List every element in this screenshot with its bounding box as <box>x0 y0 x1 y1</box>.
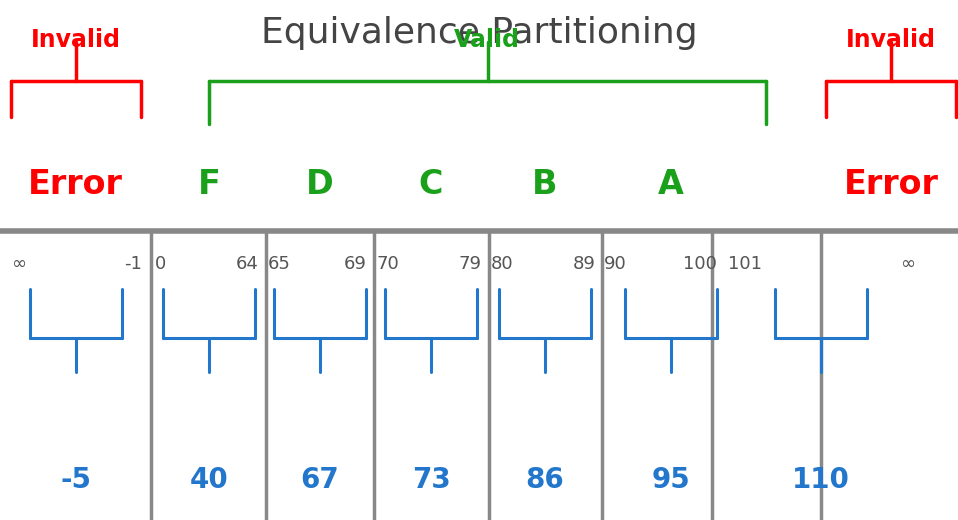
Text: 67: 67 <box>301 466 339 494</box>
Text: 90: 90 <box>604 255 627 273</box>
Text: -1: -1 <box>124 255 142 273</box>
Text: 110: 110 <box>792 466 850 494</box>
Text: 70: 70 <box>376 255 399 273</box>
Text: F: F <box>197 168 220 201</box>
Text: ∞: ∞ <box>900 255 915 273</box>
Text: D: D <box>307 168 333 201</box>
Text: 0: 0 <box>155 255 167 273</box>
Text: -5: -5 <box>60 466 91 494</box>
Text: B: B <box>533 168 558 201</box>
Text: 40: 40 <box>190 466 228 494</box>
Text: Invalid: Invalid <box>31 28 121 52</box>
Text: ∞: ∞ <box>11 255 27 273</box>
Text: 89: 89 <box>573 255 596 273</box>
Text: 69: 69 <box>344 255 367 273</box>
Text: 101: 101 <box>728 255 762 273</box>
Text: 79: 79 <box>459 255 482 273</box>
Text: Equivalence Partitioning: Equivalence Partitioning <box>261 16 697 49</box>
Text: 100: 100 <box>683 255 717 273</box>
Text: Valid: Valid <box>454 28 519 52</box>
Text: 80: 80 <box>490 255 513 273</box>
Text: Error: Error <box>28 168 124 201</box>
Text: 64: 64 <box>236 255 259 273</box>
Text: 65: 65 <box>268 255 291 273</box>
Text: Error: Error <box>843 168 939 201</box>
Text: Invalid: Invalid <box>846 28 936 52</box>
Text: 86: 86 <box>526 466 564 494</box>
Text: 95: 95 <box>651 466 690 494</box>
Text: C: C <box>419 168 444 201</box>
Text: 73: 73 <box>412 466 450 494</box>
Text: A: A <box>657 168 684 201</box>
